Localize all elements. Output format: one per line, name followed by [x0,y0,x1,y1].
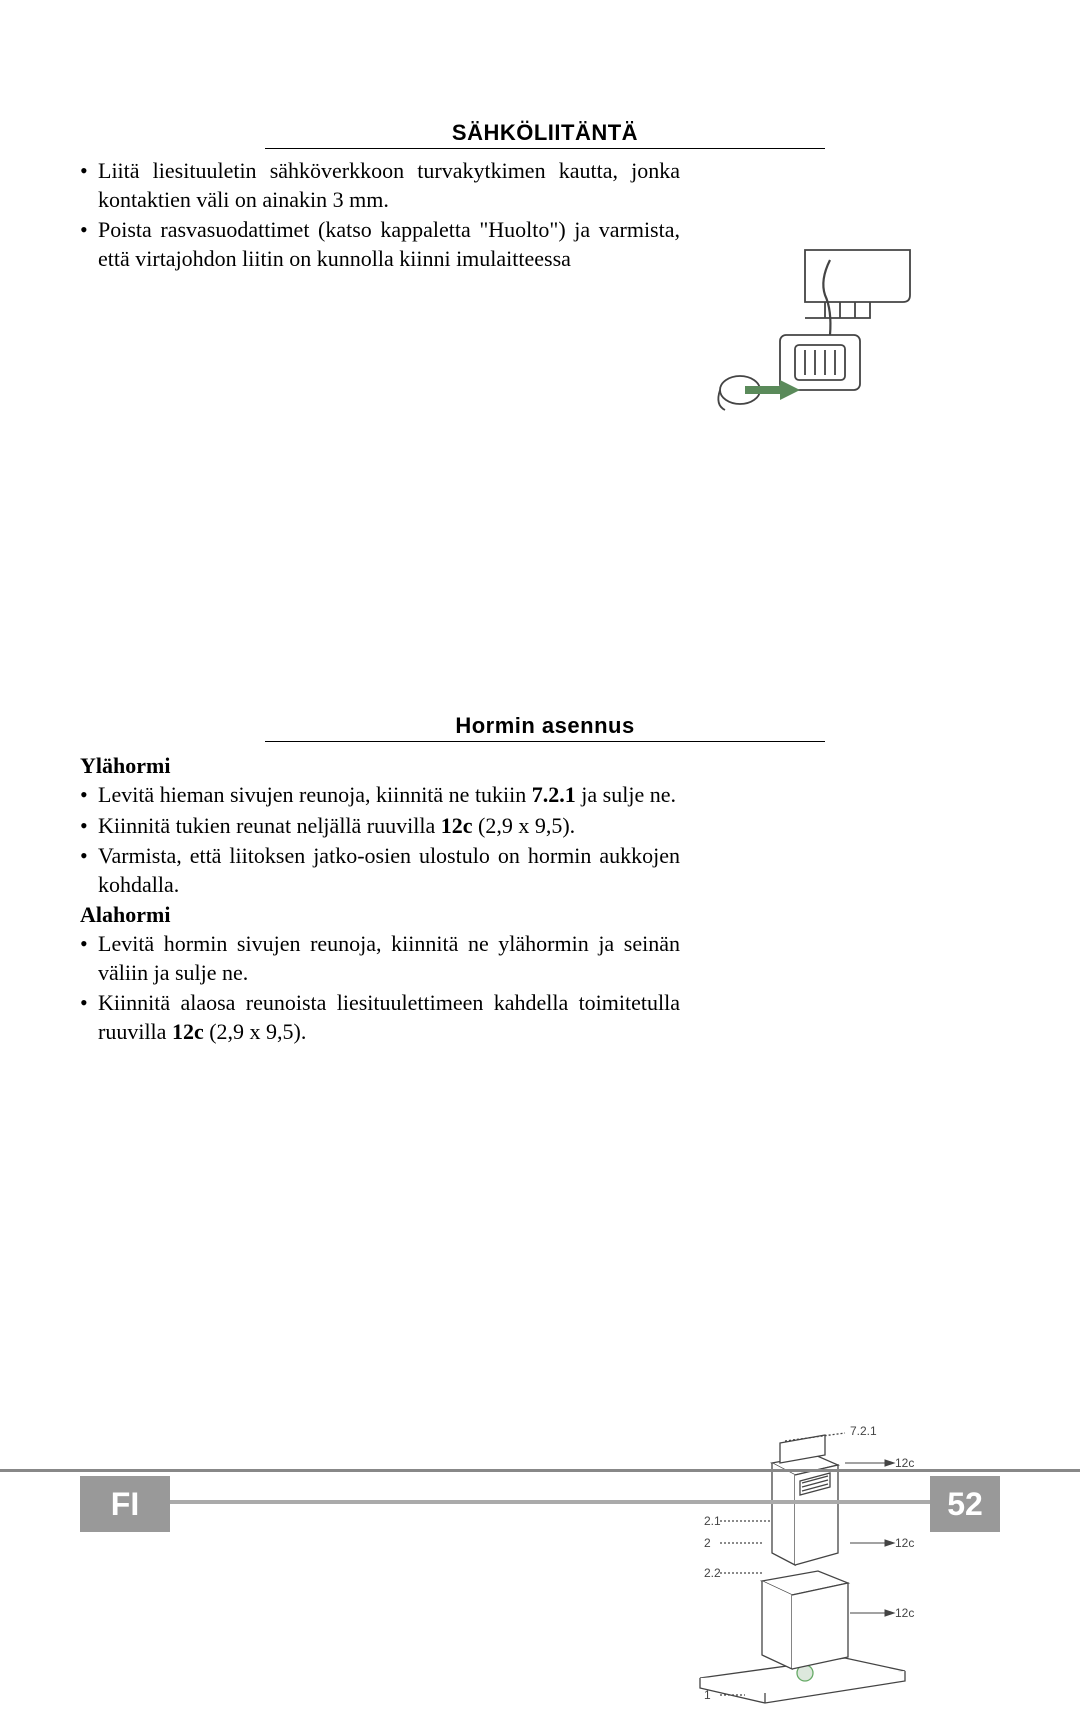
sub1-heading: Ylähormi [80,752,680,781]
footer-language-badge: FI [80,1476,170,1532]
sub1-bullet: Varmista, että liitoksen jatko-osien ulo… [80,842,680,899]
illus-label: 2 [704,1536,711,1550]
illustration-power-connection [710,240,920,420]
section1-text: Liitä liesituuletin sähköverkkoon turvak… [80,157,680,273]
sub1-bullet: Levitä hieman sivujen reunoja, kiinnitä … [80,781,680,810]
section1-bullet: Poista rasvasuodattimet (katso kappalett… [80,216,680,273]
illus-label: 1 [704,1688,711,1702]
section2-title: Hormin asennus [90,713,1000,742]
footer-divider [170,1500,930,1504]
section1-title: SÄHKÖLIITÄNTÄ [90,120,1000,149]
sub1-bullet: Kiinnitä tukien reunat neljällä ruuvilla… [80,812,680,841]
sub2-bullet: Levitä hormin sivujen reunoja, kiinnitä … [80,930,680,987]
illus-label: 12c [895,1536,914,1550]
illus-label: 7.2.1 [850,1424,877,1438]
page-footer: FI 52 [0,1469,1080,1529]
illustration-chimney-assembly: 7.2.1 12c 12c 12c 2.1 2 2.2 1 [690,1413,920,1713]
footer-page-number: 52 [930,1476,1000,1532]
illus-label: 2.2 [704,1566,721,1580]
section2-text: Ylähormi Levitä hieman sivujen reunoja, … [80,752,680,1046]
section1-bullet: Liitä liesituuletin sähköverkkoon turvak… [80,157,680,214]
sub2-heading: Alahormi [80,901,680,930]
sub2-bullet: Kiinnitä alaosa reunoista liesituulettim… [80,989,680,1046]
illus-label: 12c [895,1606,914,1620]
